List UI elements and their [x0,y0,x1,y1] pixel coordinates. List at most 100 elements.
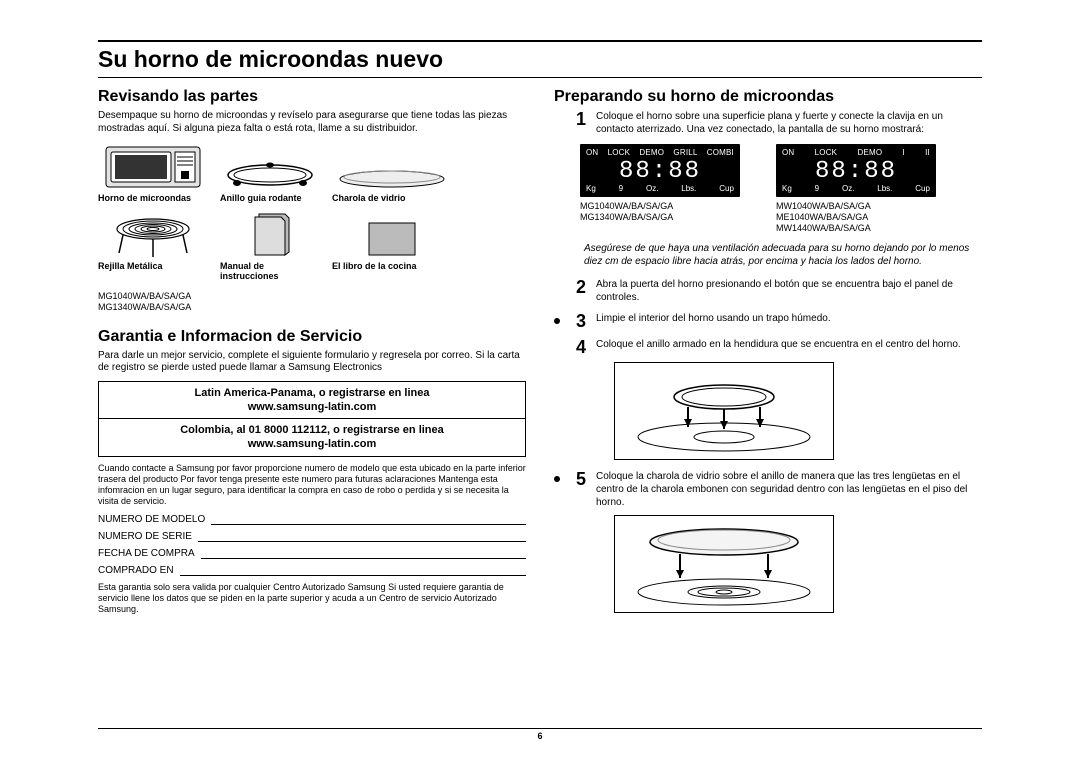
disp-indicator: LOCK [815,148,838,158]
form-underline[interactable] [211,515,526,525]
step-5: 5 Coloque la charola de vidrio sobre el … [554,470,982,509]
step-text: Coloque el anillo armado en la hendidura… [596,338,982,351]
model-line: MG1040WA/BA/SA/GA [580,201,740,212]
step-number: 4 [570,338,586,356]
right-column: Preparando su horno de microondas 1 Colo… [554,88,982,623]
model-line: MG1340WA/BA/SA/GA [98,302,526,313]
reg-text: Latin America-Panama, o registrarse en l… [195,387,430,399]
reg-text: Colombia, al 01 8000 112112, o registrar… [180,424,444,436]
step-number: 5 [570,470,586,488]
seven-segment-display: 88:88 [782,160,930,184]
disp-unit: Oz. [646,184,658,194]
ventilation-note: Asegúrese de que haya una ventilación ad… [584,242,982,268]
display-top-row: ON LOCK DEMO GRILL COMBI [586,148,734,158]
registration-line-2: Colombia, al 01 8000 112112, o registrar… [99,418,525,456]
disp-indicator: ON [586,148,598,158]
model-line: MG1340WA/BA/SA/GA [580,212,740,223]
form-label: FECHA DE COMPRA [98,548,195,559]
step-1: 1 Coloque el horno sobre una superficie … [554,110,982,136]
step-text: Coloque el horno sobre una superficie pl… [596,110,982,136]
part-label: Rejilla Metálica [98,261,208,271]
bottom-rule [98,728,982,729]
display-b-models: MW1040WA/BA/SA/GA ME1040WA/BA/SA/GA MW14… [776,201,936,233]
reg-url: www.samsung-latin.com [248,438,377,450]
parts-intro: Desempaque su horno de microondas y reví… [98,110,526,135]
part-microwave: Horno de microondas [98,141,208,203]
display-bottom-row: Kg 9 Oz. Lbs. Cup [586,184,734,194]
disp-unit: Lbs. [681,184,696,194]
part-cookbook: El libro de la cocina [332,209,452,281]
disp-unit: Kg [586,184,596,194]
parts-grid: Horno de microondas Anillo guia rodante [98,141,526,281]
title-underline [98,77,982,78]
display-top-row: ON LOCK DEMO I II [782,148,930,158]
part-roller-ring: Anillo guia rodante [220,141,320,203]
form-label: NUMERO DE SERIE [98,531,192,542]
disp-indicator: DEMO [857,148,882,158]
disp-unit: Cup [719,184,734,194]
rack-applies-to: MG1040WA/BA/SA/GA MG1340WA/BA/SA/GA [98,291,526,314]
warranty-after-box: Cuando contacte a Samsung por favor prop… [98,463,526,508]
part-label: Charola de vidrio [332,193,452,203]
disp-indicator: LOCK [608,148,631,158]
step-text: Limpie el interior del horno usando un t… [596,312,982,325]
section-warranty-heading: Garantia e Informacion de Servicio [98,328,526,346]
disp-indicator: DEMO [639,148,664,158]
disp-unit: Oz. [842,184,854,194]
form-underline[interactable] [201,549,526,559]
part-label: Manual de instrucciones [220,261,320,281]
step-4-illustration [614,362,834,460]
disp-unit: Kg [782,184,792,194]
part-label: El libro de la cocina [332,261,452,271]
registration-line-1: Latin America-Panama, o registrarse en l… [99,382,525,419]
form-purchased-at: COMPRADO EN [98,565,526,576]
step-4: 4 Coloque el anillo armado en la hendidu… [554,338,982,356]
bullet-icon [554,476,560,482]
part-manual: Manual de instrucciones [220,209,320,281]
step-text: Coloque la charola de vidrio sobre el an… [596,470,982,509]
roller-ring-icon [220,141,320,191]
display-panel-b: ON LOCK DEMO I II 88:88 Kg 9 Oz. Lbs. [776,144,936,197]
step-3: 3 Limpie el interior del horno usando un… [554,312,982,330]
disp-indicator: II [925,148,930,158]
step-number: 1 [570,110,586,128]
disp-indicator: ON [782,148,794,158]
reg-url: www.samsung-latin.com [248,401,377,413]
warranty-footnote: Esta garantia solo sera valida por cualq… [98,582,526,616]
disp-indicator: COMBI [707,148,734,158]
step-2: 2 Abra la puerta del horno presionando e… [554,278,982,304]
display-a-models: MG1040WA/BA/SA/GA MG1340WA/BA/SA/GA [580,201,740,223]
glass-tray-icon [332,141,452,191]
form-serial-number: NUMERO DE SERIE [98,531,526,542]
step-5-illustration [614,515,834,613]
page-title: Su horno de microondas nuevo [98,46,982,73]
section-parts-heading: Revisando las partes [98,88,526,106]
disp-unit: Cup [915,184,930,194]
cookbook-icon [332,209,452,259]
disp-unit: 9 [619,184,623,194]
metal-rack-icon [98,209,208,259]
part-label: Anillo guia rodante [220,193,320,203]
bullet-icon [554,318,560,324]
form-label: COMPRADO EN [98,565,174,576]
part-label: Horno de microondas [98,193,208,203]
model-line: ME1040WA/BA/SA/GA [776,212,936,223]
form-label: NUMERO DE MODELO [98,514,205,525]
seven-segment-display: 88:88 [586,160,734,184]
display-block-b: ON LOCK DEMO I II 88:88 Kg 9 Oz. Lbs. [776,144,936,234]
form-underline[interactable] [198,532,526,542]
top-rule [98,40,982,42]
manual-page: Su horno de microondas nuevo Revisando l… [0,0,1080,763]
part-glass-tray: Charola de vidrio [332,141,452,203]
model-line: MW1040WA/BA/SA/GA [776,201,936,212]
display-panels: ON LOCK DEMO GRILL COMBI 88:88 Kg 9 Oz. … [580,144,982,234]
form-purchase-date: FECHA DE COMPRA [98,548,526,559]
form-underline[interactable] [180,566,526,576]
step-number: 2 [570,278,586,296]
step-number: 3 [570,312,586,330]
microwave-icon [98,141,208,191]
page-number: 6 [0,731,1080,741]
disp-unit: Lbs. [877,184,892,194]
display-block-a: ON LOCK DEMO GRILL COMBI 88:88 Kg 9 Oz. … [580,144,740,234]
warranty-intro: Para darle un mejor servicio, complete e… [98,350,526,375]
